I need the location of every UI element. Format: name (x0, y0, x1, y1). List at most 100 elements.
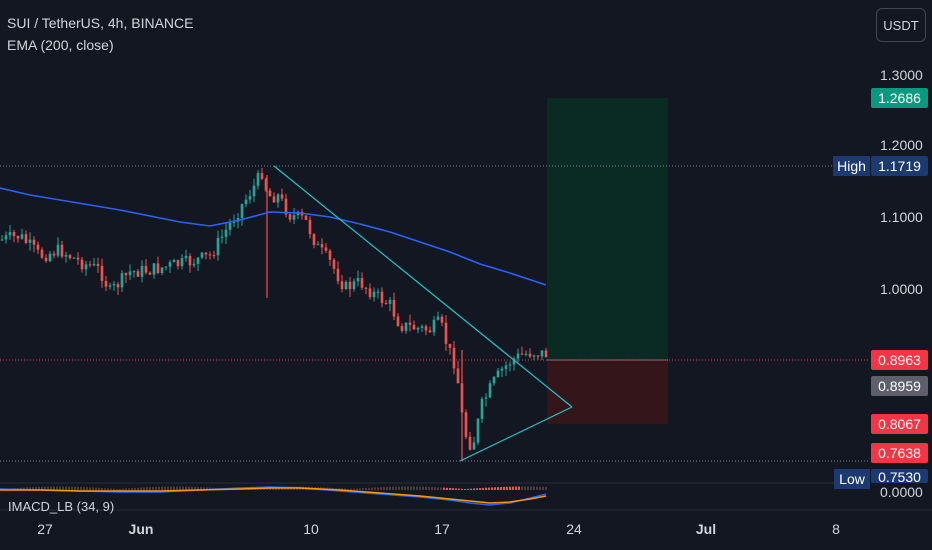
macd-bar (53, 486, 55, 490)
candle-body (492, 377, 496, 384)
candle-body (36, 244, 40, 250)
macd-bar (56, 486, 58, 490)
candle-body (60, 244, 64, 257)
ema-indicator-label[interactable]: EMA (200, close) (7, 37, 114, 53)
candle-body (112, 284, 116, 286)
candle-body (528, 353, 532, 357)
candle-body (172, 260, 176, 263)
target-zone[interactable] (547, 98, 668, 360)
low-price-tag: 0.7530 (871, 469, 928, 483)
macd-bar (458, 488, 460, 490)
candle-body (140, 265, 144, 277)
candle-body (88, 264, 92, 266)
candle-body (344, 281, 348, 290)
macd-bar (191, 486, 193, 490)
candle-body (84, 264, 88, 270)
candle-body (244, 199, 248, 205)
candle-body (92, 263, 96, 266)
candle-body (184, 255, 188, 259)
candle-body (48, 253, 52, 261)
macd-bar (449, 487, 451, 490)
macd-bar (503, 486, 505, 490)
macd-bar (170, 486, 172, 490)
candle-body (384, 303, 388, 305)
candle-body (340, 281, 344, 290)
upper-trendline[interactable] (273, 165, 573, 408)
macd-bar (440, 487, 442, 490)
candle-body (448, 343, 452, 348)
macd-bar (485, 487, 487, 490)
macd-bar (473, 488, 475, 490)
macd-bar (362, 488, 364, 490)
macd-bar (338, 488, 340, 490)
candle-body (440, 316, 444, 323)
macd-bar (356, 488, 358, 490)
stop-zone[interactable] (547, 360, 668, 424)
macd-bar (38, 486, 40, 490)
macd-bar (371, 487, 373, 490)
candle-body (120, 273, 124, 288)
macd-bar (86, 487, 88, 490)
macd-bar (89, 487, 91, 490)
price-tick-1-0000: 1.0000 (880, 281, 923, 297)
macd-bar (197, 486, 199, 490)
currency-button[interactable]: USDT (876, 8, 926, 42)
candle-body (152, 263, 156, 275)
macd-bar (383, 487, 385, 490)
macd-bar (92, 487, 94, 490)
candle-body (392, 299, 396, 317)
candle-body (212, 255, 216, 257)
macd-bar (152, 486, 154, 490)
macd-bar (407, 486, 409, 490)
candle-body (368, 288, 372, 298)
macd-bar (158, 486, 160, 490)
macd-bar (26, 487, 28, 490)
candle-body (32, 239, 36, 245)
macd-bar (350, 488, 352, 490)
macd-bar (203, 487, 205, 490)
candle-body (332, 259, 336, 269)
candlestick-series[interactable] (0, 167, 548, 460)
candle-body (472, 442, 476, 450)
candle-body (40, 249, 44, 258)
macd-bar (443, 487, 445, 490)
candle-body (512, 358, 516, 365)
candle-body (388, 299, 392, 304)
macd-bar (428, 486, 430, 490)
macd-bar (137, 487, 139, 490)
candle-body (308, 219, 312, 235)
macd-bar (527, 486, 529, 490)
macd-bar (131, 488, 133, 490)
macd-bar (122, 488, 124, 490)
macd-bar (119, 488, 121, 490)
candle-body (272, 196, 276, 203)
candle-body (316, 244, 320, 246)
macd-bar (50, 486, 52, 490)
candle-body (380, 291, 384, 304)
macd-bar (422, 486, 424, 490)
macd-bar (446, 487, 448, 490)
candle-body (176, 260, 180, 267)
macd-bar (401, 486, 403, 490)
lower-trendline[interactable] (459, 406, 573, 462)
macd-bar (344, 488, 346, 490)
candle-body (76, 257, 80, 260)
macd-bar (431, 487, 433, 490)
candle-body (56, 244, 60, 256)
macd-bar (524, 486, 526, 490)
candle-body (284, 198, 288, 215)
entry-price-tag: 0.8959 (871, 376, 928, 396)
candle-body (248, 196, 252, 200)
symbol-title[interactable]: SUI / TetherUS, 4h, BINANCE (7, 15, 194, 31)
candle-body (516, 353, 520, 359)
macd-bar (533, 486, 535, 490)
candle-body (156, 263, 160, 274)
candle-body (180, 258, 184, 267)
candle-body (80, 259, 84, 270)
candle-body (68, 255, 72, 259)
macd-indicator-label[interactable]: IMACD_LB (34, 9) (8, 499, 115, 514)
candle-body (428, 330, 432, 333)
candle-body (224, 229, 228, 237)
price-tick-1-2000: 1.2000 (880, 137, 923, 153)
